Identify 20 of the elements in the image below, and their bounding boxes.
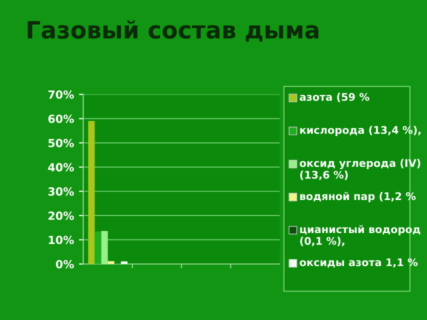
- bar: [101, 231, 108, 264]
- legend-label: оксиды азота 1,1 %: [300, 258, 418, 268]
- y-tick-label: 50%: [48, 138, 74, 148]
- y-tick-label: 10%: [48, 236, 74, 244]
- bar: [108, 261, 114, 264]
- bar: [94, 232, 102, 264]
- legend-label: водяной пар (1,2 %: [300, 192, 416, 202]
- y-tick-label: 30%: [48, 187, 74, 196]
- legend-label: азота (59 %: [300, 92, 370, 102]
- y-tick-label: 60%: [48, 114, 74, 124]
- bar: [88, 121, 95, 264]
- y-tick-label: 40%: [48, 163, 74, 172]
- legend-label: цианистый водород (0,1 %),: [300, 225, 420, 246]
- bar: [120, 261, 128, 264]
- y-tick-label: 20%: [48, 212, 74, 220]
- chart-title: Газовый состав дыма: [28, 20, 318, 42]
- legend-label: кислорода (13,4 %),: [300, 126, 421, 136]
- y-tick-label: 70%: [48, 90, 74, 99]
- legend-label: оксид углерода (IV) (13,6 %): [300, 158, 420, 180]
- y-tick-label: 0%: [56, 260, 74, 268]
